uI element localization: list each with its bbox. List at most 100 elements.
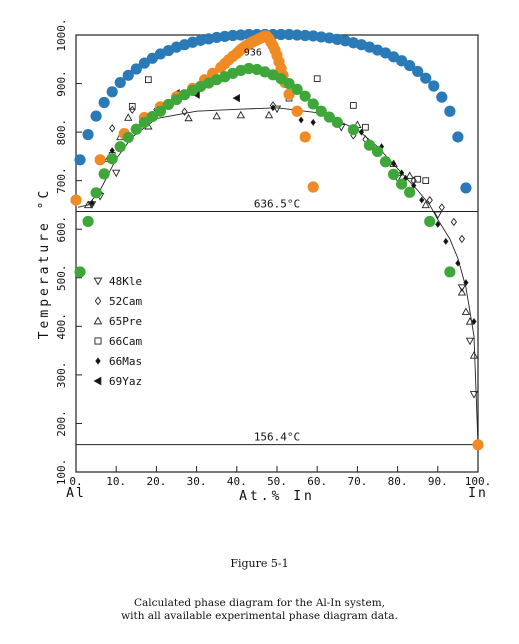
plot-frame xyxy=(75,34,479,473)
y-tick-label: 500. xyxy=(55,265,68,292)
experimental-point-66mas xyxy=(419,196,425,204)
legend-label-65pre: 65Pre xyxy=(109,315,142,328)
y-tick-label: 300. xyxy=(55,362,68,389)
x-tick-label: 70. xyxy=(347,475,367,488)
monotectic-label: 636.5°C xyxy=(254,197,300,210)
y-axis-label: Temperature °C xyxy=(37,188,52,340)
calculated-point-series-1 xyxy=(420,72,432,84)
experimental-point-65pre xyxy=(405,171,414,179)
experimental-point-66cam xyxy=(350,102,357,109)
calculated-point-series-1 xyxy=(460,182,472,194)
calculated-point-series-3 xyxy=(283,77,295,90)
x-tick-label: 50. xyxy=(267,475,287,488)
x-axis-label: At.% In xyxy=(239,489,315,504)
experimental-point-65pre xyxy=(421,200,430,209)
legend-label-66cam: 66Cam xyxy=(109,335,142,348)
calculated-point-series-3 xyxy=(98,168,110,180)
experimental-point-66mas xyxy=(411,182,417,189)
x-tick-label: 10. xyxy=(106,475,126,488)
legend-marker-69yaz xyxy=(93,376,102,386)
calculated-point-series-3 xyxy=(323,111,335,123)
experimental-point-48kle xyxy=(112,169,121,178)
experimental-point-66mas xyxy=(455,259,461,267)
experimental-point-66cam xyxy=(313,75,321,83)
x-tick-label: 60. xyxy=(307,475,327,488)
calculated-point-series-3 xyxy=(275,73,287,85)
calculated-point-series-3 xyxy=(444,266,456,278)
experimental-point-66mas xyxy=(270,104,276,112)
calculated-point-series-2 xyxy=(307,181,319,193)
experimental-point-48kle xyxy=(272,105,282,114)
calculated-point-series-3 xyxy=(130,123,142,135)
x-tick-label: 90. xyxy=(428,475,448,488)
experimental-point-69yaz xyxy=(232,93,240,103)
experimental-point-66mas xyxy=(435,220,441,228)
calculated-point-series-1 xyxy=(283,28,295,41)
experimental-point-65pre xyxy=(124,113,133,121)
calculated-point-series-1 xyxy=(235,29,247,41)
peak-label: 936 xyxy=(244,47,262,58)
x-tick-label: 20. xyxy=(146,475,166,488)
calculated-point-series-1 xyxy=(114,76,126,89)
legend-label-69yaz: 69Yaz xyxy=(109,375,142,388)
calculated-point-series-1 xyxy=(291,29,303,41)
calculated-point-series-3 xyxy=(138,116,150,128)
x-tick-label: 30. xyxy=(187,475,207,488)
figure-title: Figure 5-1 xyxy=(230,557,289,570)
calculated-point-series-1 xyxy=(396,55,408,67)
calculated-point-series-3 xyxy=(146,110,158,123)
experimental-point-65pre xyxy=(236,110,245,119)
x-end-label-in: In xyxy=(468,486,488,501)
calculated-point-series-3 xyxy=(379,156,392,168)
calculated-point-series-3 xyxy=(307,98,319,110)
experimental-point-66cam xyxy=(422,177,430,185)
y-tick-label: 1000. xyxy=(55,18,68,51)
calculated-point-series-3 xyxy=(291,83,303,95)
experimental-point-65pre xyxy=(212,111,221,120)
calculated-point-series-1 xyxy=(138,57,150,69)
legend-label-52cam: 52Cam xyxy=(109,295,142,308)
legend-marker-66cam xyxy=(94,337,102,345)
calculated-point-series-2 xyxy=(472,439,484,451)
experimental-point-65pre xyxy=(469,351,479,359)
calculated-point-series-3 xyxy=(114,141,126,153)
calculated-point-series-3 xyxy=(404,186,416,198)
figure-caption-line-1: Calculated phase diagram for the Al-In s… xyxy=(134,597,385,609)
x-tick-label: 40. xyxy=(227,475,247,488)
legend-marker-66mas xyxy=(95,357,101,365)
y-tick-label: 800. xyxy=(55,119,68,146)
experimental-point-52cam xyxy=(426,195,433,205)
calculated-point-series-1 xyxy=(275,28,287,41)
x-tick-label: 100. xyxy=(465,475,492,488)
experimental-point-52cam xyxy=(450,217,457,227)
calculated-point-series-1 xyxy=(74,154,86,166)
legend-marker-65pre xyxy=(93,316,103,325)
calculated-point-series-3 xyxy=(122,131,134,144)
legend-label-48kle: 48Kle xyxy=(109,275,142,288)
calculated-point-series-1 xyxy=(130,63,142,75)
calculated-point-series-2 xyxy=(70,194,82,206)
calculated-point-series-2 xyxy=(283,88,295,100)
experimental-point-66mas xyxy=(463,279,469,287)
calculated-point-series-2 xyxy=(94,154,106,166)
experimental-point-66mas xyxy=(390,160,397,168)
calculated-point-series-2 xyxy=(299,131,311,143)
calculated-point-series-3 xyxy=(363,139,376,151)
x-tick-label: 80. xyxy=(388,475,408,488)
experimental-point-66mas xyxy=(358,128,365,136)
calculated-point-series-3 xyxy=(347,124,359,136)
calculated-point-series-3 xyxy=(106,153,118,165)
calculated-point-series-3 xyxy=(154,105,167,117)
x-end-label-al: Al xyxy=(66,486,86,501)
y-tick-label: 400. xyxy=(55,313,68,340)
experimental-point-65pre xyxy=(184,113,193,122)
experimental-point-48kle xyxy=(465,337,475,346)
experimental-point-66mas xyxy=(443,237,449,245)
calculated-point-series-1 xyxy=(82,128,94,141)
y-tick-label: 200. xyxy=(55,410,68,437)
calculated-point-series-3 xyxy=(82,215,94,228)
legend-marker-52cam xyxy=(94,296,102,306)
experimental-point-48kle xyxy=(433,211,442,219)
y-tick-label: 700. xyxy=(55,167,68,194)
experimental-point-52cam xyxy=(458,234,466,244)
